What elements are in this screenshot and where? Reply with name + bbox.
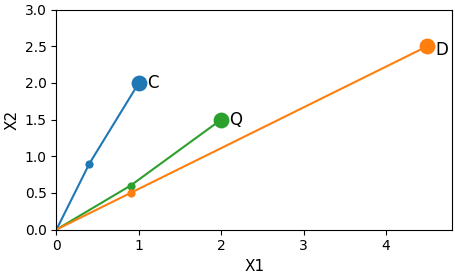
Point xyxy=(126,191,134,195)
Text: D: D xyxy=(435,41,447,59)
Point xyxy=(126,183,134,188)
Point xyxy=(86,161,93,166)
X-axis label: X1: X1 xyxy=(243,259,263,274)
Text: Q: Q xyxy=(229,111,242,129)
Point xyxy=(217,117,224,122)
Point xyxy=(135,81,142,85)
Text: C: C xyxy=(147,74,158,92)
Y-axis label: X2: X2 xyxy=(4,110,19,130)
Point xyxy=(423,44,430,49)
